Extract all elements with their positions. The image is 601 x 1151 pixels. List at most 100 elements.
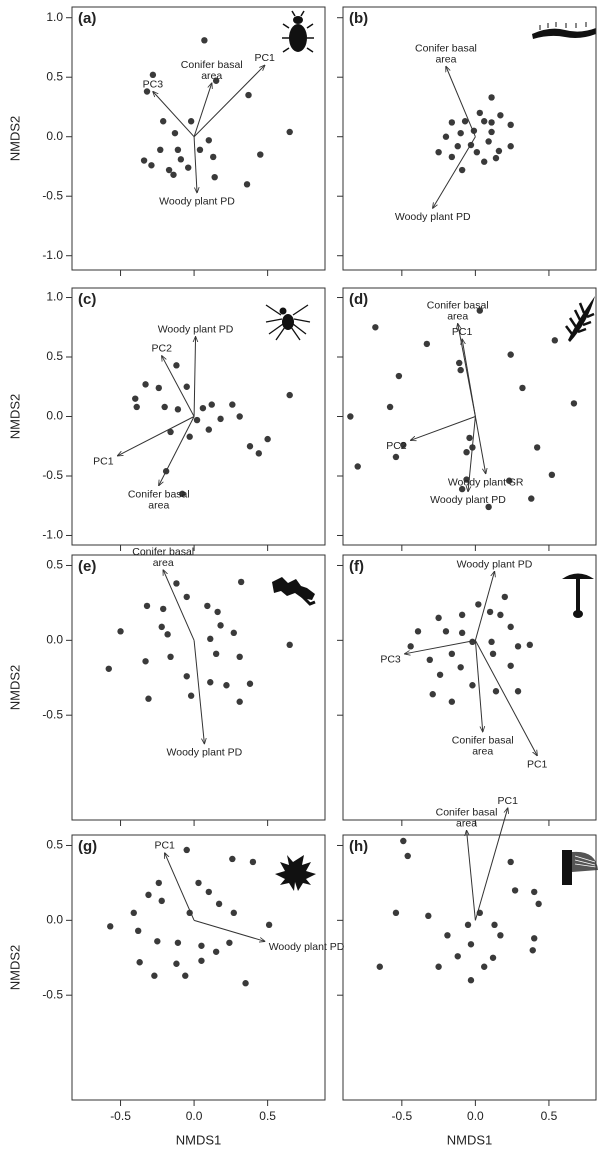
y-tick-label: -1.0 <box>42 248 63 262</box>
point <box>425 912 432 920</box>
y-tick-label: -0.5 <box>42 468 63 482</box>
point <box>448 698 456 705</box>
point <box>481 158 488 165</box>
vector-label: area <box>435 53 456 65</box>
point <box>143 602 151 610</box>
x-tick-label: -0.5 <box>110 1109 131 1123</box>
point <box>507 121 514 129</box>
vector-label: Woody plant PD <box>167 746 243 758</box>
point <box>171 129 179 137</box>
point <box>286 128 293 136</box>
point <box>237 578 245 586</box>
vector-arrow <box>193 65 265 138</box>
plot-frame <box>71 554 326 821</box>
point <box>347 413 354 420</box>
point <box>461 118 469 125</box>
point <box>551 337 559 344</box>
point <box>183 593 190 601</box>
vector-arrow <box>165 853 195 921</box>
point <box>507 143 514 150</box>
point <box>183 383 190 390</box>
point <box>236 413 243 420</box>
point <box>429 691 436 698</box>
vector-label: PC3 <box>380 654 401 666</box>
point <box>497 932 504 939</box>
point <box>475 601 482 608</box>
point <box>507 351 514 358</box>
point <box>395 372 403 380</box>
x-tick-label: 0.0 <box>467 1109 484 1123</box>
point <box>435 614 442 622</box>
point <box>507 623 514 631</box>
y-tick-label: -1.0 <box>42 528 63 542</box>
vector-label: PC3 <box>143 78 164 90</box>
point <box>155 879 162 887</box>
vector-arrow <box>474 640 482 731</box>
y-tick-label: -0.5 <box>42 707 63 721</box>
y-tick-label: 0.0 <box>46 129 63 143</box>
point <box>392 453 400 461</box>
point <box>570 400 578 407</box>
point <box>226 939 233 946</box>
point <box>143 88 151 95</box>
vector-arrow <box>474 808 507 921</box>
point <box>212 650 220 658</box>
point <box>142 381 149 388</box>
point <box>286 391 293 399</box>
y-tick-label: 1.0 <box>46 10 63 24</box>
point <box>286 641 293 649</box>
point <box>212 77 220 84</box>
y-tick-label: -0.5 <box>42 987 63 1001</box>
point <box>245 91 252 99</box>
point <box>486 608 494 616</box>
point <box>249 858 257 866</box>
y-tick-label: 0.0 <box>46 633 63 647</box>
point <box>501 593 509 601</box>
y-tick-label: 0.5 <box>46 838 63 852</box>
point <box>386 403 394 411</box>
point <box>210 153 217 161</box>
vector-label: PC2 <box>152 343 173 355</box>
point <box>174 939 182 946</box>
point <box>507 858 514 866</box>
vector-arrow <box>462 339 476 417</box>
vector-arrow <box>162 356 195 417</box>
point <box>458 485 466 493</box>
point <box>457 664 464 671</box>
point <box>183 673 190 680</box>
bracket-fungus-icon <box>562 850 598 885</box>
point <box>208 401 215 408</box>
point <box>463 476 470 483</box>
point <box>354 463 361 470</box>
point <box>489 650 497 658</box>
point <box>201 37 208 44</box>
point <box>223 682 230 689</box>
panel: -1.0 -0.5 0.0 0.5 1.0 NMDS2 (c) Woody plant PD P… <box>7 287 326 551</box>
point <box>435 963 442 970</box>
point <box>376 963 383 970</box>
x-tick-label: 0.5 <box>541 1109 558 1123</box>
point <box>229 855 236 863</box>
beetle-icon <box>282 10 314 53</box>
point <box>436 671 444 678</box>
point <box>151 972 158 979</box>
x-tick-label: 0.5 <box>259 1109 276 1123</box>
point <box>157 146 164 154</box>
vector-label: Conifer basal <box>415 42 477 54</box>
point <box>196 146 204 154</box>
y-tick-label: 0.0 <box>46 913 63 927</box>
point <box>533 444 541 451</box>
point <box>528 495 535 502</box>
point <box>488 94 495 101</box>
point <box>481 118 488 125</box>
vector-arrow <box>153 91 195 138</box>
point <box>155 384 162 392</box>
point <box>507 662 514 669</box>
point <box>236 698 243 705</box>
point <box>548 471 556 479</box>
point <box>444 932 451 939</box>
point <box>404 852 411 860</box>
point <box>159 605 167 613</box>
point <box>491 921 498 929</box>
point <box>495 147 503 155</box>
